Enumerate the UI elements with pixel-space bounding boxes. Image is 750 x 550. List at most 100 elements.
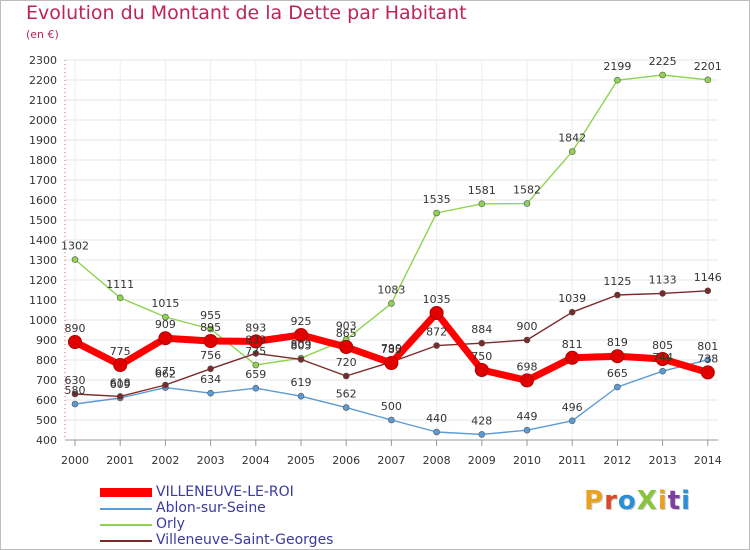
data-label-villeneuve-le-roi: 895: [200, 321, 221, 334]
data-label-villeneuve-le-roi: 909: [155, 318, 176, 331]
logo-letter: X: [636, 486, 658, 516]
legend-label: Orly: [156, 516, 185, 532]
data-label-orly: 1581: [468, 184, 496, 197]
data-point-orly: [614, 76, 621, 84]
data-label-ablon-sur-seine: 801: [697, 340, 718, 353]
y-tick-label: 2200: [29, 74, 57, 87]
data-label-villeneuve-le-roi: 890: [65, 322, 86, 335]
data-label-ablon-sur-seine: 609: [110, 378, 131, 391]
data-point-villeneuve-saint-georges: [162, 381, 169, 389]
data-label-villeneuve-le-roi: 805: [652, 339, 673, 352]
data-point-villeneuve-saint-georges: [433, 342, 440, 349]
data-point-ablon-sur-seine: [478, 431, 486, 438]
data-label-ablon-sur-seine: 659: [245, 368, 266, 381]
data-point-villeneuve-saint-georges: [252, 350, 260, 357]
logo-letter: r: [604, 486, 618, 516]
legend-label: VILLENEUVE-LE-ROI: [156, 484, 294, 500]
data-label-orly: 1302: [61, 240, 89, 253]
data-point-villeneuve-saint-georges: [116, 393, 124, 400]
data-label-villeneuve-le-roi: 785: [381, 343, 402, 356]
data-point-villeneuve-le-roi: [655, 352, 670, 366]
proxiti-logo: ProXiti: [584, 486, 691, 516]
data-point-villeneuve-saint-georges: [71, 390, 79, 398]
data-label-villeneuve-le-roi: 750: [471, 350, 492, 363]
y-tick-label: 800: [36, 354, 57, 367]
data-point-orly: [116, 294, 124, 302]
data-point-villeneuve-saint-georges: [207, 365, 214, 373]
chart-title: Evolution du Montant de la Dette par Hab…: [26, 2, 467, 24]
data-label-orly: 1111: [106, 278, 134, 291]
legend-swatch: [100, 488, 152, 497]
data-point-orly: [704, 76, 712, 84]
data-label-villeneuve-saint-georges: 884: [471, 323, 492, 336]
x-tick-label: 2001: [106, 454, 134, 467]
data-label-orly: 2225: [649, 55, 677, 68]
legend-swatch: [100, 508, 152, 510]
data-label-villeneuve-le-roi: 1035: [423, 293, 451, 306]
data-label-villeneuve-saint-georges: 900: [517, 320, 538, 333]
x-tick-label: 2003: [197, 454, 225, 467]
data-label-villeneuve-saint-georges: 618: [110, 376, 131, 389]
data-point-orly: [659, 71, 666, 79]
data-point-villeneuve-saint-georges: [568, 308, 576, 316]
data-label-ablon-sur-seine: 662: [155, 368, 176, 381]
data-labels: 580 609 662 634 659 619 562 500 440 428 449 496 665 7…: [61, 55, 722, 427]
y-tick-label: 1800: [29, 154, 57, 167]
series: [68, 71, 715, 438]
data-point-villeneuve-saint-georges: [614, 291, 621, 299]
data-point-villeneuve-saint-georges: [659, 290, 666, 297]
x-tick-label: 2011: [558, 454, 586, 467]
data-point-villeneuve-le-roi: [429, 306, 444, 320]
data-point-ablon-sur-seine: [342, 404, 350, 411]
data-point-ablon-sur-seine: [252, 384, 260, 392]
data-label-orly: 775: [245, 345, 266, 358]
data-label-villeneuve-le-roi: 893: [245, 321, 266, 334]
x-tick-label: 2000: [61, 454, 89, 467]
data-point-villeneuve-saint-georges: [704, 287, 712, 295]
y-tick-label: 500: [36, 414, 57, 427]
data-point-orly: [478, 200, 486, 208]
data-label-ablon-sur-seine: 449: [517, 410, 538, 423]
data-label-villeneuve-le-roi: 811: [562, 338, 583, 351]
data-point-villeneuve-le-roi: [68, 335, 82, 349]
data-point-ablon-sur-seine: [568, 417, 576, 425]
data-label-villeneuve-saint-georges: 756: [200, 349, 221, 362]
data-point-orly: [523, 200, 531, 207]
data-point-ablon-sur-seine: [614, 383, 621, 391]
chart-subtitle: (en €): [26, 28, 59, 41]
data-label-ablon-sur-seine: 619: [291, 376, 312, 389]
data-label-orly: 1842: [558, 132, 586, 145]
y-tick-label: 2100: [29, 94, 57, 107]
data-label-villeneuve-saint-georges: 833: [245, 333, 266, 346]
data-point-villeneuve-le-roi: [113, 358, 128, 372]
data-label-orly: 1015: [151, 297, 179, 310]
y-tick-label: 1200: [29, 274, 57, 287]
x-tick-label: 2012: [603, 454, 631, 467]
legend-label: Ablon-sur-Seine: [156, 500, 266, 516]
data-point-villeneuve-le-roi: [203, 334, 218, 348]
data-label-villeneuve-saint-georges: 675: [155, 365, 176, 378]
x-tick-label: 2004: [242, 454, 270, 467]
y-tick-label: 2300: [29, 54, 57, 67]
data-point-villeneuve-saint-georges: [478, 339, 486, 347]
data-point-ablon-sur-seine: [523, 426, 531, 434]
y-tick-label: 1900: [29, 134, 57, 147]
y-tick-label: 700: [36, 374, 57, 387]
data-label-villeneuve-saint-georges: 1133: [649, 273, 677, 286]
data-point-ablon-sur-seine: [297, 392, 305, 400]
y-tick-label: 400: [36, 434, 57, 447]
data-label-villeneuve-saint-georges: 1125: [603, 275, 631, 288]
data-label-ablon-sur-seine: 580: [65, 384, 86, 397]
data-label-villeneuve-le-roi: 738: [697, 352, 718, 365]
data-point-ablon-sur-seine: [433, 428, 440, 436]
y-tick-label: 1100: [29, 294, 57, 307]
y-tick-label: 1600: [29, 194, 57, 207]
legend-swatch: [100, 524, 152, 526]
data-label-orly: 955: [200, 309, 221, 322]
legend-swatch: [100, 540, 152, 542]
logo-letter: t: [667, 486, 682, 516]
data-point-villeneuve-le-roi: [294, 328, 308, 342]
data-label-orly: 1083: [377, 283, 405, 296]
data-point-orly: [252, 361, 260, 369]
data-label-villeneuve-saint-georges: 630: [65, 374, 86, 387]
